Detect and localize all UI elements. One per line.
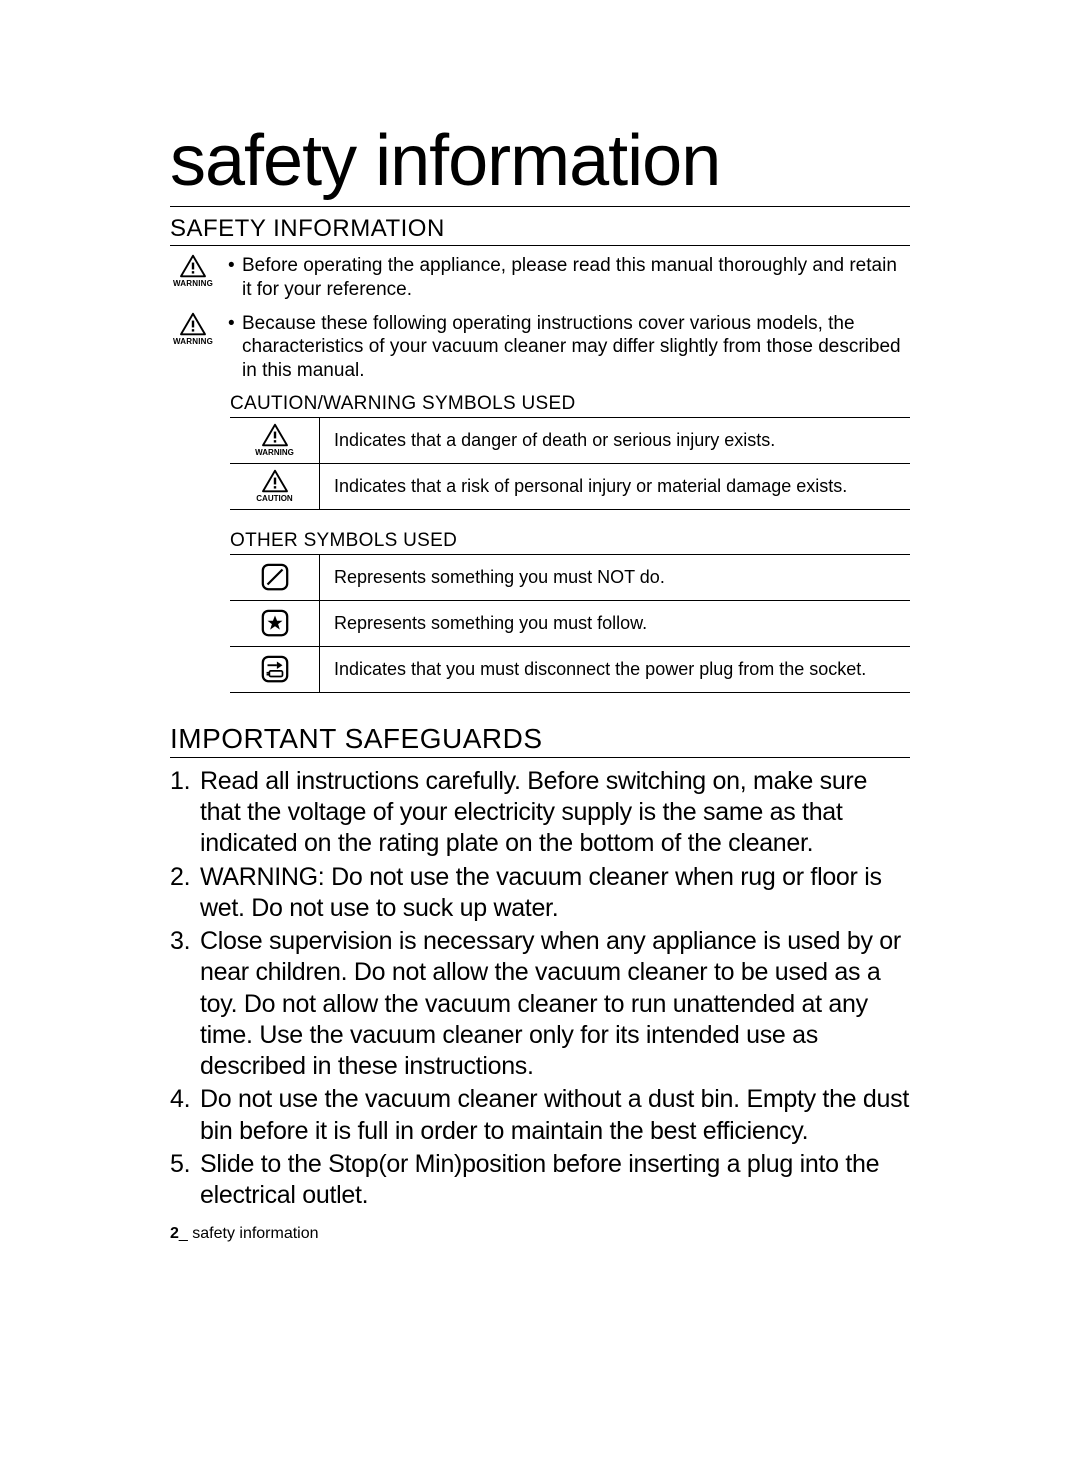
star-box-icon xyxy=(260,608,290,638)
safeguard-item-5: 5.Slide to the Stop(or Min)position befo… xyxy=(170,1149,910,1212)
table2-row-3: Indicates that you must disconnect the p… xyxy=(230,647,910,693)
warning-block-1: WARNING • Before operating the appliance… xyxy=(170,254,910,302)
prohibit-icon xyxy=(260,562,290,592)
table2-caption: OTHER SYMBOLS USED xyxy=(230,530,910,555)
warning-triangle-icon xyxy=(179,312,207,336)
table1-row-caution: CAUTION Indicates that a risk of persona… xyxy=(230,464,910,510)
caution-triangle-icon xyxy=(261,469,289,493)
warning-triangle-icon xyxy=(179,254,207,278)
symbols-table-2: OTHER SYMBOLS USED Represents something … xyxy=(230,530,910,693)
footer-text: safety information xyxy=(192,1225,318,1242)
warning-icon: WARNING xyxy=(170,312,216,346)
warning-triangle-icon xyxy=(261,423,289,447)
table2-row-1: Represents something you must NOT do. xyxy=(230,555,910,601)
safeguard-item-2: 2.WARNING: Do not use the vacuum cleaner… xyxy=(170,862,910,925)
table2-desc-1: Represents something you must NOT do. xyxy=(320,559,910,596)
sub-title: SAFETY INFORMATION xyxy=(170,215,910,246)
safeguard-item-1: 1.Read all instructions carefully. Befor… xyxy=(170,766,910,860)
follow-symbol-cell xyxy=(230,601,320,646)
page-content: safety information SAFETY INFORMATION WA… xyxy=(170,120,910,1243)
unplug-symbol-cell xyxy=(230,647,320,692)
warning-text-2: • Because these following operating inst… xyxy=(228,312,910,383)
table1-desc-1: Indicates that a danger of death or seri… xyxy=(320,422,910,459)
table2-desc-2: Represents something you must follow. xyxy=(320,605,910,642)
safeguard-item-3: 3.Close supervision is necessary when an… xyxy=(170,926,910,1082)
page-footer: 2_ safety information xyxy=(170,1225,910,1243)
safeguards-title: IMPORTANT SAFEGUARDS xyxy=(170,723,910,758)
warning-block-2: WARNING • Because these following operat… xyxy=(170,312,910,383)
prohibit-symbol-cell xyxy=(230,555,320,600)
table1-desc-2: Indicates that a risk of personal injury… xyxy=(320,468,910,505)
page-number: 2 xyxy=(170,1225,179,1242)
main-title: safety information xyxy=(170,120,910,207)
safeguard-item-4: 4.Do not use the vacuum cleaner without … xyxy=(170,1084,910,1147)
unplug-icon xyxy=(260,654,290,684)
table2-desc-3: Indicates that you must disconnect the p… xyxy=(320,651,910,688)
warning-symbol-cell: WARNING xyxy=(230,418,320,463)
warning-text-1: • Before operating the appliance, please… xyxy=(228,254,910,302)
caution-symbol-cell: CAUTION xyxy=(230,464,320,509)
table1-caption: CAUTION/WARNING SYMBOLS USED xyxy=(230,393,910,418)
table2-row-2: Represents something you must follow. xyxy=(230,601,910,647)
symbols-table-1: CAUTION/WARNING SYMBOLS USED WARNING Ind… xyxy=(230,393,910,510)
warning-icon: WARNING xyxy=(170,254,216,288)
safeguards-list: 1.Read all instructions carefully. Befor… xyxy=(170,766,910,1212)
table1-row-warning: WARNING Indicates that a danger of death… xyxy=(230,418,910,464)
